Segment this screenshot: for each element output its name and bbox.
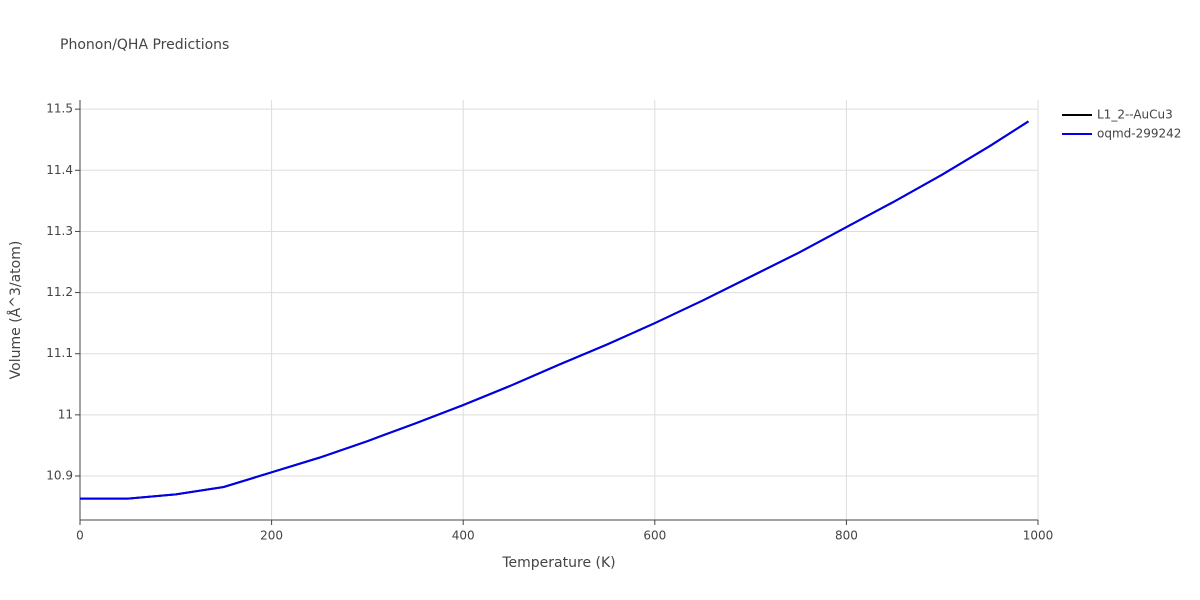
y-tick-label: 11.5 [46,102,73,116]
x-tick-label: 600 [643,529,666,543]
x-tick-label: 400 [452,529,475,543]
series-line [80,120,1029,500]
y-tick-label: 10.9 [46,468,73,482]
x-axis-title: Temperature (K) [501,555,615,571]
legend-label: L1_2--AuCu3 [1097,108,1173,122]
y-tick-label: 11.4 [46,163,73,177]
y-tick-label: 11 [58,407,73,421]
y-tick-label: 11.2 [46,285,73,299]
x-tick-label: 0 [76,529,84,543]
y-axis-title: Volume (Å^3/atom) [7,241,24,380]
x-tick-label: 200 [260,529,283,543]
series-line [80,120,1029,500]
legend-label: oqmd-299242 [1097,127,1181,141]
x-tick-label: 800 [835,529,858,543]
y-tick-label: 11.3 [46,224,73,238]
y-tick-label: 11.1 [46,346,73,360]
chart-title: Phonon/QHA Predictions [60,37,229,53]
x-tick-label: 1000 [1023,529,1054,543]
